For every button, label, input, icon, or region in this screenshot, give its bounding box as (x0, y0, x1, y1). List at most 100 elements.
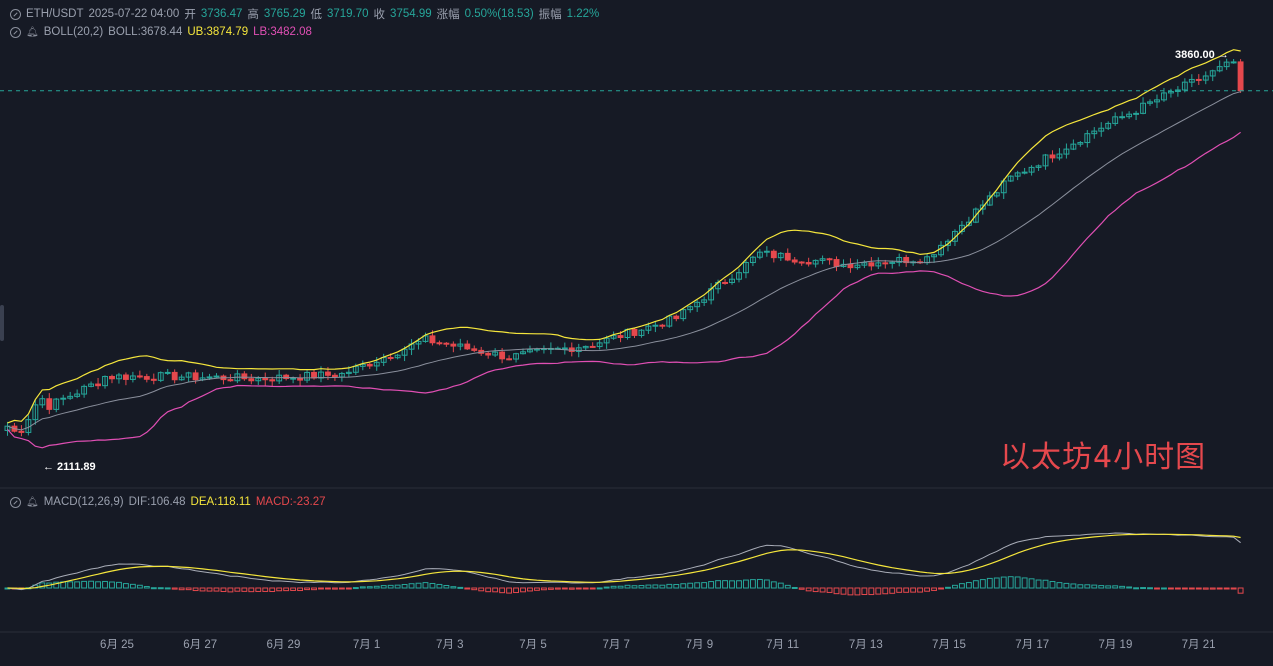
candle-body (1230, 61, 1237, 64)
macd-histogram-bar (610, 585, 617, 589)
macd-histogram-bar (471, 587, 478, 591)
macd-histogram-bar (582, 587, 589, 590)
macd-histogram-bar (276, 587, 283, 592)
collapse-icon[interactable] (10, 8, 21, 20)
amplitude-label: 振幅 (538, 9, 562, 21)
macd-histogram-bar (136, 584, 143, 589)
candle-body (415, 340, 422, 345)
macd-histogram-bar (1091, 584, 1098, 589)
candle-body (659, 324, 666, 327)
dea-line (7, 533, 1241, 589)
candle-body (157, 372, 164, 381)
macd-histogram-bar (540, 587, 547, 591)
macd-histogram-bar (506, 587, 513, 594)
macd-histogram-bar (659, 584, 666, 589)
candle-body (861, 262, 868, 266)
macd-histogram-bar (206, 587, 213, 592)
macd-histogram-bar (297, 587, 304, 592)
macd-histogram-bar (1223, 587, 1230, 590)
boll-ub-label: UB: (187, 26, 207, 38)
candle-body (185, 372, 192, 378)
macd-histogram-bar (575, 587, 582, 590)
candle-body (457, 343, 464, 347)
candle-body (575, 347, 582, 352)
candle-body (652, 324, 659, 327)
macd-histogram-bar (81, 580, 88, 589)
candle-body (819, 258, 826, 261)
candle-body (847, 263, 854, 269)
macd-histogram-bar (109, 581, 115, 589)
macd-histogram-bar (171, 587, 178, 590)
candle-body (631, 328, 638, 336)
candle-body (1174, 89, 1181, 92)
candle-body (88, 383, 95, 387)
macd-histogram-bar (283, 587, 290, 592)
candle-body (854, 264, 861, 269)
pane-resize-handle[interactable] (0, 305, 4, 341)
macd-histogram-bar (756, 578, 763, 589)
macd-histogram-bar (701, 582, 708, 589)
collapse-icon[interactable] (10, 26, 21, 38)
candle-body (1126, 113, 1133, 118)
candle-body (387, 356, 394, 359)
candle-body (1014, 172, 1021, 177)
candle-body (53, 398, 60, 410)
macd-histogram-bar (972, 580, 979, 589)
candle-body (1140, 102, 1146, 114)
macd-histogram-bar (603, 586, 610, 589)
candle-body (722, 281, 728, 284)
candle-body (262, 377, 269, 381)
macd-histogram-bar (1133, 587, 1140, 590)
collapse-icon[interactable] (10, 496, 21, 508)
candle-body (1007, 175, 1014, 182)
boll-lb-value: 3482.08 (270, 26, 312, 38)
candle-body (1161, 92, 1167, 101)
candle-body (450, 343, 457, 347)
low-value: 3719.70 (326, 8, 369, 20)
macd-histogram-bar (910, 587, 917, 593)
macd-histogram-bar (485, 587, 492, 593)
macd-hist-label: MACD: (255, 496, 293, 508)
candle-body (1154, 99, 1160, 103)
macd-histogram-bar (945, 586, 951, 589)
macd-histogram-bar (1007, 576, 1014, 589)
candle-body (701, 299, 708, 303)
candle-body (763, 250, 770, 253)
period-low-marker: ← 2111.89 (43, 461, 96, 473)
alert-bell-icon[interactable]: 🔔︎ (26, 26, 39, 38)
macd-histogram-bar (547, 587, 554, 590)
candle-body (1237, 61, 1244, 92)
macd-histogram-bar (534, 587, 540, 591)
macd-histogram-bar (736, 580, 742, 589)
macd-histogram-bar (436, 583, 443, 589)
candle-body (833, 259, 840, 267)
candle-body (993, 192, 1000, 197)
x-tick-label: 6月 25 (100, 639, 134, 651)
candle-body (770, 250, 777, 259)
macd-histogram-bar (589, 587, 596, 590)
macd-histogram-bar (931, 587, 937, 591)
macd-histogram-bar (763, 579, 770, 589)
macd-histogram-bar (743, 579, 749, 589)
macd-histogram-bar (401, 583, 408, 589)
candle-body (931, 254, 937, 258)
macd-histogram-bar (694, 582, 701, 589)
candle-body (1049, 154, 1056, 159)
macd-histogram-bar (1154, 587, 1160, 590)
macd-histogram-bar (88, 580, 95, 589)
macd-histogram-bar (220, 587, 227, 593)
macd-histogram-bar (464, 587, 471, 590)
candle-body (749, 256, 756, 264)
macd-histogram-bar (1216, 587, 1223, 590)
macd-histogram-bar (1063, 582, 1070, 589)
alert-bell-icon[interactable]: 🔔︎ (26, 496, 39, 508)
macd-histogram-bar (345, 587, 352, 590)
x-tick-label: 7月 17 (1015, 639, 1049, 651)
macd-histogram-bar (791, 586, 798, 589)
macd-histogram-bar (568, 587, 575, 590)
candle-body (304, 371, 310, 381)
boll-ub-value: 3874.79 (206, 26, 249, 38)
price-legend: ETH/USDT 2025-07-22 04:00 开 3736.47 高 37… (10, 6, 599, 22)
x-tick-label: 7月 7 (602, 639, 630, 651)
